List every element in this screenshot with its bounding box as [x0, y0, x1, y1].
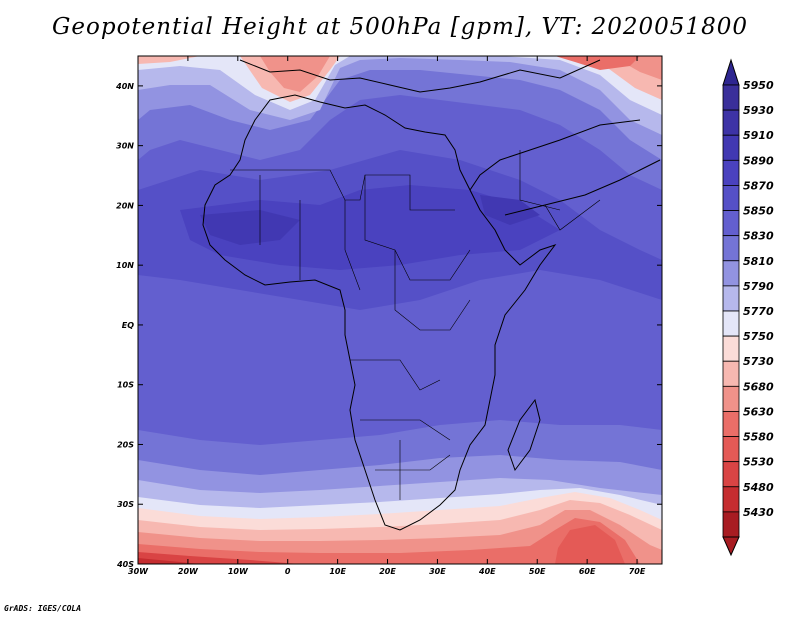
colorbar: 5950 5930 5910 5890 5870 5850 5830 5810 5790 5770…: [722, 58, 774, 557]
colorbar-label: 5580: [743, 431, 774, 444]
colorbar-swatch: [722, 486, 740, 513]
arabia-coastline: [469, 119, 661, 216]
x-tick-label: 70E: [629, 567, 646, 576]
colorbar-top-arrow: [722, 58, 740, 86]
colorbar-swatch: [722, 310, 740, 337]
colorbar-swatch: [722, 260, 740, 287]
colorbar-swatch: [722, 109, 740, 136]
x-tick-label: 20W: [178, 567, 199, 576]
x-tick-label: 30E: [429, 567, 446, 576]
colorbar-label: 5680: [743, 380, 774, 393]
x-tick-label: 40E: [478, 567, 496, 576]
colorbar-swatch: [722, 385, 740, 412]
colorbar-swatch: [722, 411, 740, 437]
colorbar-swatch: [722, 185, 740, 211]
colorbar-label: 5910: [743, 129, 774, 142]
colorbar-swatch: [722, 134, 740, 161]
colorbar-label: 5870: [743, 179, 774, 192]
colorbar-label: 5890: [743, 154, 774, 167]
x-tick-label: 20E: [379, 567, 396, 576]
colorbar-label: 5480: [743, 481, 774, 494]
colorbar-label: 5950: [743, 79, 774, 92]
colorbar-label: 5810: [743, 255, 774, 268]
colorbar-label: 5930: [743, 104, 774, 117]
x-tick-label: 50E: [529, 567, 546, 576]
colorbar-label: 5830: [743, 230, 774, 243]
height-field: [138, 56, 662, 564]
y-tick-label: 10N: [116, 261, 134, 270]
x-tick-label: 60E: [579, 567, 596, 576]
colorbar-swatch: [722, 285, 740, 312]
x-tick-label: 10W: [228, 567, 249, 576]
map-title: Geopotential Height at 500hPa [gpm], VT:…: [52, 14, 748, 40]
plot-frame: [137, 55, 663, 565]
country-borders: [230, 150, 601, 500]
colorbar-label: 5850: [743, 205, 774, 218]
y-tick-label: 20N: [116, 201, 134, 210]
colorbar-label: 5770: [743, 305, 774, 318]
colorbar-swatch: [722, 159, 740, 186]
colorbar-swatch: [722, 210, 740, 237]
x-tick-label: 10E: [329, 567, 346, 576]
grads-credit: GrADS: IGES/COLA: [4, 604, 82, 613]
coastlines: [202, 59, 661, 531]
colorbar-label: 5530: [743, 456, 774, 469]
colorbar-swatch: [722, 511, 740, 538]
mediterranean-coastline: [239, 59, 601, 93]
colorbar-bottom-arrow: [722, 536, 740, 557]
y-tick-label: 10S: [117, 381, 134, 390]
x-tick-label: 30W: [128, 567, 149, 576]
africa-coastline: [202, 94, 557, 531]
madagascar-outline: [507, 398, 541, 472]
colorbar-label: 5630: [743, 405, 774, 418]
y-tick-label: 30S: [117, 500, 134, 509]
y-tick-label: 40S: [116, 560, 134, 569]
y-tick-label: 30N: [116, 142, 134, 151]
colorbar-label: 5430: [743, 506, 774, 519]
y-tick-label: EQ: [122, 321, 134, 330]
colorbar-swatch: [722, 436, 740, 463]
colorbar-swatch: [722, 461, 740, 488]
x-axis: 30W 20W 10W 0 10E 20E 30E 40E 50E 60E 70E: [128, 56, 646, 576]
colorbar-swatch: [722, 335, 740, 362]
y-tick-label: 40N: [115, 82, 134, 91]
colorbar-swatch: [722, 360, 740, 387]
colorbar-swatch: [722, 235, 740, 262]
colorbar-label: 5750: [743, 330, 774, 343]
y-axis: 40N 30N 20N 10N EQ 10S 20S 30S 40S: [115, 82, 662, 569]
colorbar-swatch: [722, 84, 740, 111]
y-tick-label: 20S: [117, 440, 134, 449]
colorbar-label: 5730: [743, 355, 774, 368]
colorbar-label: 5790: [743, 280, 774, 293]
x-tick-label: 0: [285, 567, 291, 576]
